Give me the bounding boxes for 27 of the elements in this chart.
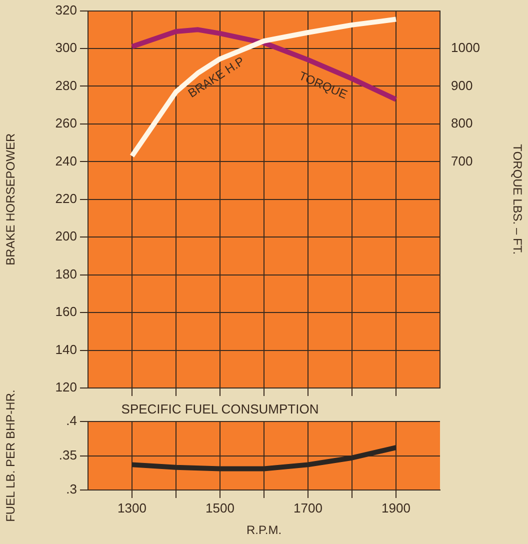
y2-tick-label: 900 [451, 78, 473, 93]
y-tick-label: 220 [55, 190, 77, 206]
y-tick-label: .35 [58, 447, 77, 462]
y-tick-label: 160 [55, 304, 77, 320]
y2-tick-label: 1000 [451, 40, 480, 56]
x-tick-label: 1500 [206, 500, 234, 516]
y-tick-label: 180 [55, 266, 77, 282]
x-axis-title: R.P.M. [246, 523, 282, 538]
x-tick-label: 1700 [294, 500, 322, 516]
y2-tick-label: 700 [451, 153, 473, 168]
y2-axis-title: TORQUE LBS. – FT. [510, 144, 524, 255]
chart-title: SPECIFIC FUEL CONSUMPTION [121, 401, 319, 416]
y-tick-label: 280 [55, 78, 77, 93]
y-tick-label: 120 [55, 380, 77, 395]
y-tick-label: 240 [55, 153, 77, 168]
y-tick-label: 300 [55, 40, 77, 56]
y-tick-label: 260 [55, 116, 77, 131]
y-axis-title: BRAKE HORSEPOWER [4, 133, 18, 266]
y-tick-label: .3 [66, 482, 77, 497]
y-tick-label: .4 [66, 413, 77, 428]
y-tick-label: 200 [55, 228, 77, 244]
y2-tick-label: 800 [451, 116, 473, 131]
x-tick-label: 1300 [118, 500, 146, 516]
y-tick-label: 140 [55, 342, 77, 357]
y-axis-title: FUEL LB. PER BHP-HR. [4, 390, 18, 522]
x-tick-label: 1900 [382, 500, 410, 516]
y-tick-label: 320 [55, 2, 77, 18]
